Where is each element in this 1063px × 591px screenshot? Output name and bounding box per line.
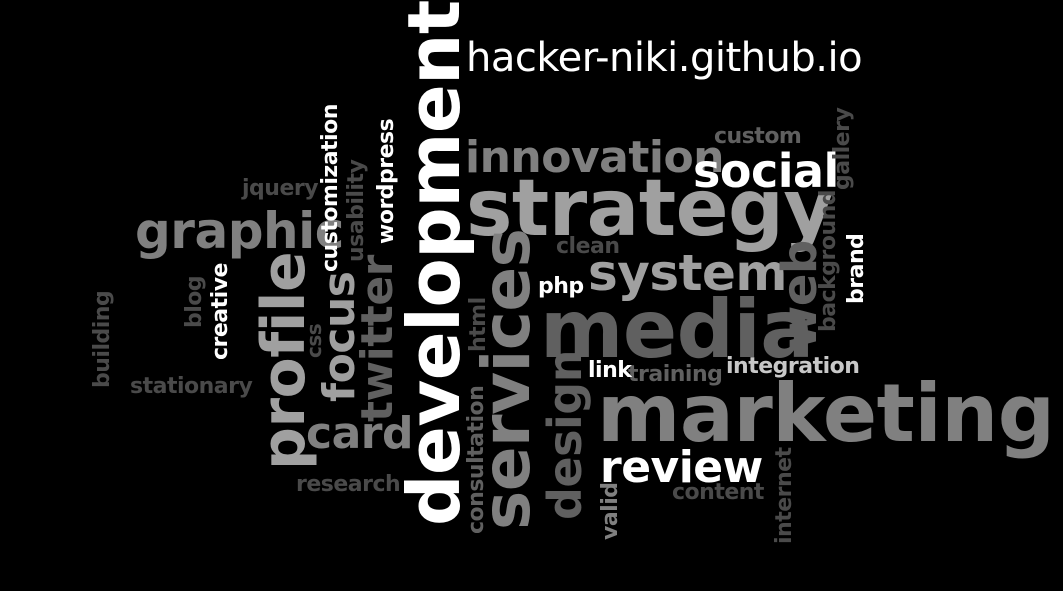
word-training: training [628, 362, 723, 387]
word-brand: brand [844, 233, 869, 304]
site-title: hacker-niki.github.io [466, 35, 863, 81]
word-custom: custom [714, 124, 802, 149]
word-jquery: jquery [242, 176, 319, 201]
word-social: social [693, 144, 839, 198]
word-gallery: gallery [830, 107, 855, 190]
word-customization: customization [318, 104, 343, 272]
word-stationary: stationary [130, 374, 253, 399]
word-design: design [538, 350, 592, 520]
word-building: building [90, 290, 115, 388]
word-valid: valid [598, 482, 623, 540]
word-html: html [466, 297, 491, 352]
word-marketing: marketing [597, 367, 1055, 460]
word-css: css [302, 323, 326, 358]
word-innovation: innovation [465, 132, 725, 183]
word-profile: profile [249, 251, 319, 470]
word-graphic: graphic [135, 202, 344, 260]
word-creative: creative [208, 263, 233, 360]
word-background: background [816, 189, 841, 332]
word-link: link [588, 358, 632, 383]
word-consultation: consultation [464, 385, 489, 534]
word-media: media [540, 283, 814, 376]
word-wordpress: wordpress [374, 118, 399, 244]
word-strategy: strategy [466, 164, 834, 254]
word-system: system [588, 244, 788, 302]
word-research: research [296, 472, 401, 497]
word-card: card [306, 408, 413, 459]
word-integration: integration [726, 354, 860, 379]
word-clean: clean [556, 234, 620, 259]
word-php: php [538, 274, 584, 299]
word-internet: internet [772, 447, 797, 544]
word-blog: blog [182, 275, 207, 328]
word-usability: usability [344, 159, 369, 262]
word-review: review [600, 442, 763, 493]
word-content: content [672, 480, 764, 505]
